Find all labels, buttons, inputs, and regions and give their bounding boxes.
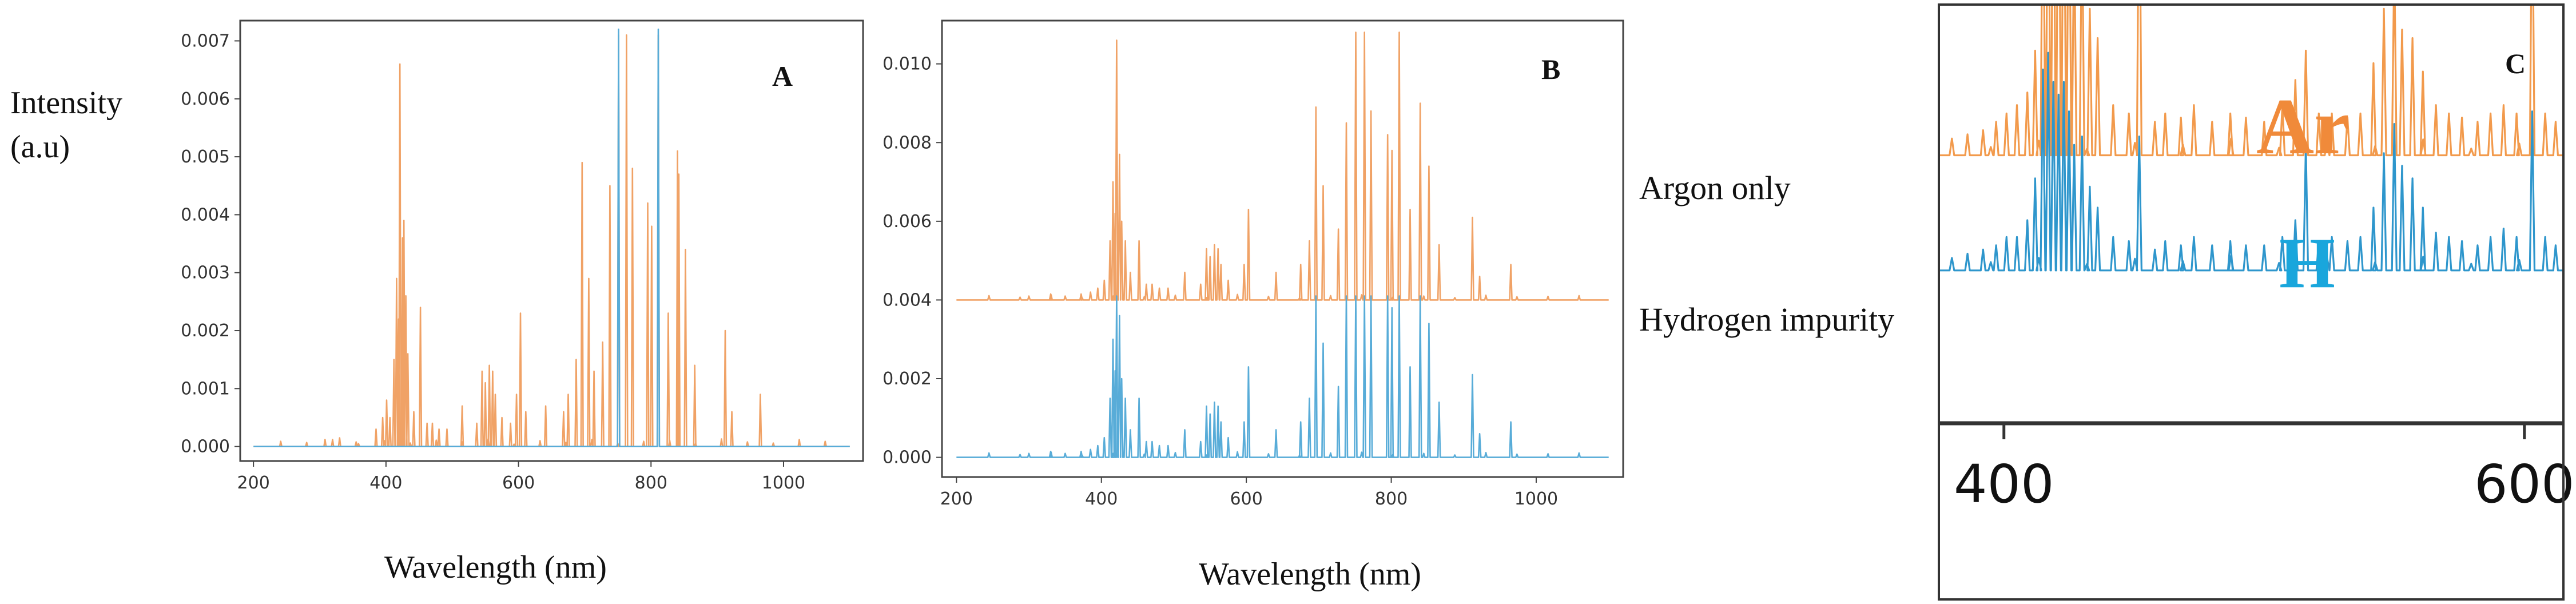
- chart-b-xtick-label: 400: [1085, 489, 1118, 509]
- chart-b-xtick-label: 800: [1375, 489, 1408, 509]
- chart-c-label-h: H: [2279, 224, 2335, 303]
- chart-a-xtick-label: 400: [369, 473, 402, 493]
- chart-a-xtick-label: 1000: [762, 473, 805, 493]
- chart-b-ytick-label: 0.000: [882, 448, 932, 468]
- chart-a-x-axis-label: Wavelength (nm): [384, 550, 607, 585]
- chart-a-ytick-label: 0.004: [181, 205, 230, 225]
- chart-a-ytick-label: 0.002: [181, 321, 230, 341]
- chart-c-xtick-label: 400: [1954, 454, 2054, 515]
- chart-a-ytick-label: 0.007: [181, 31, 230, 51]
- chart-b-ticks: 200 400 600 800 1000 0.000 0.002 0.004 0.006 0.00…: [882, 54, 1558, 509]
- chart-b-ytick-label: 0.008: [882, 133, 932, 153]
- chart-a-series-hydrogen: [253, 28, 850, 447]
- chart-a-ytick-label: 0.005: [181, 147, 230, 167]
- chart-a-panel-letter: A: [772, 60, 793, 92]
- chart-a: 200 400 600 800 1000 0.000 0.001 0.002 0.003 0.00…: [181, 19, 864, 585]
- chart-a-ytick-label: 0.006: [181, 89, 230, 109]
- chart-c-series-ar: [1939, 5, 2563, 157]
- chart-b-ytick-label: 0.010: [882, 54, 932, 74]
- chart-a-ticks: 200 400 600 800 1000 0.000 0.001 0.002 0.003 0.00…: [181, 31, 805, 493]
- legend-argon-only: Argon only: [1639, 169, 1791, 206]
- chart-c: 400 600 C Ar H: [1938, 3, 2575, 601]
- chart-c-xtick-label: 600: [2474, 454, 2575, 515]
- chart-a-ytick-label: 0.000: [181, 437, 230, 457]
- y-axis-label-line1: Intensity: [10, 85, 122, 121]
- chart-c-panel-letter: C: [2505, 47, 2526, 80]
- chart-a-xtick-label: 600: [502, 473, 535, 493]
- chart-b-ytick-label: 0.002: [882, 369, 932, 389]
- chart-b: 200 400 600 800 1000 0.000 0.002 0.004 0.006 0.00…: [882, 19, 1894, 592]
- chart-b-frame: [941, 19, 1624, 478]
- chart-b-xtick-label: 200: [940, 489, 973, 509]
- chart-c-ticks: 400 600: [1954, 423, 2575, 515]
- chart-b-xtick-label: 600: [1230, 489, 1263, 509]
- chart-c-label-ar: Ar: [2256, 82, 2350, 171]
- chart-b-series-argon: [956, 31, 1609, 301]
- chart-c-series-group: [1939, 5, 2563, 272]
- chart-c-frame: [1938, 3, 2565, 601]
- chart-b-x-axis-label: Wavelength (nm): [1199, 557, 1421, 592]
- legend-hydrogen-impurity: Hydrogen impurity: [1639, 301, 1894, 338]
- chart-a-ytick-label: 0.001: [181, 379, 230, 399]
- chart-b-xtick-label: 1000: [1514, 489, 1558, 509]
- chart-a-series-group: [253, 28, 850, 447]
- chart-b-series-group: [956, 31, 1609, 458]
- chart-b-ytick-label: 0.006: [882, 212, 932, 232]
- chart-c-series-h: [1939, 51, 2563, 272]
- chart-b-series-hydrogen: [956, 295, 1609, 458]
- chart-a-series-argon: [253, 34, 850, 447]
- chart-a-ytick-label: 0.003: [181, 263, 230, 283]
- chart-a-xtick-label: 800: [635, 473, 667, 493]
- y-axis-label-line2: (a.u): [10, 129, 70, 165]
- chart-a-xtick-label: 200: [237, 473, 270, 493]
- chart-b-panel-letter: B: [1541, 53, 1560, 85]
- chart-b-ytick-label: 0.004: [882, 290, 932, 310]
- chart-a-frame: [239, 19, 864, 462]
